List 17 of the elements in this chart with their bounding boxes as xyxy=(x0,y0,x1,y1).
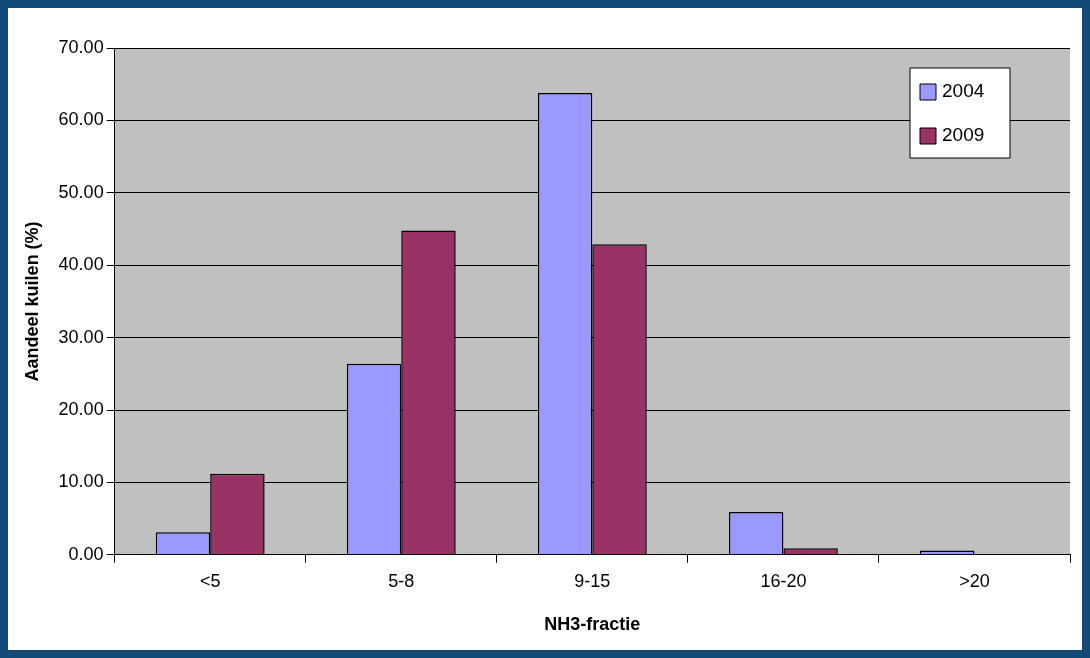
x-tick-label: 16-20 xyxy=(760,570,807,591)
x-tick-label: 5-8 xyxy=(388,570,415,591)
y-axis-title: Aandeel kuilen (%) xyxy=(21,221,42,382)
y-tick-label: 70.00 xyxy=(58,36,104,57)
y-tick-label: 10.00 xyxy=(58,471,104,492)
y-tick-label: 60.00 xyxy=(58,109,104,130)
x-tick-label: 9-15 xyxy=(574,570,611,591)
x-axis-title: NH3-fractie xyxy=(544,614,641,635)
legend-label: 2009 xyxy=(942,124,985,146)
y-tick-label: 50.00 xyxy=(58,181,104,202)
y-tick-label: 30.00 xyxy=(58,326,104,347)
y-tick-label: 40.00 xyxy=(58,254,104,275)
y-tick-label: 0.00 xyxy=(68,543,104,564)
x-tick-label: >20 xyxy=(959,570,990,591)
y-tick-label: 20.00 xyxy=(58,398,104,419)
x-tick-label: <5 xyxy=(199,570,221,591)
legend-label: 2004 xyxy=(942,80,985,102)
